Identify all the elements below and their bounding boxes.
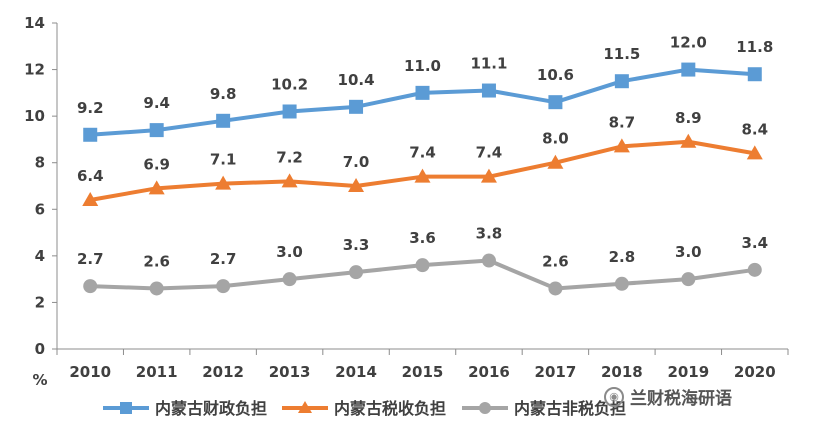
- data-label: 3.0: [276, 243, 303, 261]
- data-point: [148, 180, 165, 195]
- legend-label: 内蒙古非税负担: [514, 399, 626, 418]
- data-label: 7.4: [409, 144, 436, 162]
- data-label: 2.6: [143, 252, 170, 270]
- data-label: 6.9: [143, 155, 170, 173]
- y-tick-label: 10: [24, 107, 45, 125]
- data-label: 6.4: [77, 167, 104, 185]
- data-point: [348, 178, 365, 192]
- watermark-text: 兰财税海研语: [630, 389, 732, 409]
- data-point: [216, 113, 231, 128]
- x-tick-label: 2018: [601, 363, 643, 381]
- data-label: 10.6: [537, 66, 574, 84]
- data-point: [149, 281, 164, 296]
- y-tick-label: 14: [24, 14, 45, 32]
- data-point: [83, 279, 98, 294]
- y-tick-label: 12: [24, 61, 45, 79]
- data-label: 8.9: [675, 109, 702, 127]
- legend-marker: [120, 402, 132, 414]
- legend-marker: [298, 401, 312, 413]
- legend-label: 内蒙古税收负担: [334, 399, 446, 418]
- data-label: 3.0: [675, 243, 702, 261]
- data-label: 9.8: [210, 85, 237, 103]
- data-point: [415, 85, 430, 100]
- series-line: [90, 67, 755, 137]
- data-point: [680, 133, 697, 148]
- data-point: [282, 272, 297, 287]
- x-tick-label: 2012: [202, 363, 244, 381]
- data-point: [349, 99, 364, 114]
- data-point: [548, 95, 563, 110]
- data-point: [282, 104, 297, 119]
- data-point: [149, 123, 164, 138]
- data-point: [481, 253, 496, 268]
- y-tick-label: 8: [35, 154, 45, 172]
- legend-label: 内蒙古财政负担: [155, 399, 267, 418]
- data-point: [481, 83, 496, 98]
- data-point: [746, 145, 763, 160]
- data-point: [281, 173, 298, 188]
- data-label: 9.2: [77, 99, 104, 117]
- data-point: [216, 279, 231, 294]
- data-point: [681, 62, 696, 77]
- data-point: [614, 276, 629, 291]
- y-unit-label: %: [32, 371, 47, 389]
- data-point: [215, 175, 232, 190]
- data-point: [614, 74, 629, 89]
- watermark: ◉ 兰财税海研语: [604, 384, 732, 409]
- data-point: [349, 265, 364, 280]
- data-point: [681, 272, 696, 287]
- wechat-icon: ◉: [604, 386, 624, 407]
- data-label: 2.7: [210, 250, 237, 268]
- data-label: 11.0: [404, 57, 441, 75]
- x-tick-label: 2017: [535, 363, 577, 381]
- x-tick-label: 2013: [269, 363, 311, 381]
- data-label: 7.4: [476, 144, 503, 162]
- data-label: 3.4: [741, 234, 768, 252]
- x-tick-label: 2015: [402, 363, 444, 381]
- data-point: [414, 168, 431, 183]
- x-tick-label: 2011: [136, 363, 178, 381]
- data-label: 8.0: [542, 130, 569, 148]
- data-label: 7.0: [343, 153, 370, 171]
- x-tick-label: 2010: [69, 363, 111, 381]
- x-tick-label: 2020: [734, 363, 776, 381]
- data-point: [547, 154, 564, 169]
- x-tick-label: 2019: [667, 363, 709, 381]
- y-tick-label: 0: [35, 340, 45, 358]
- data-label: 8.7: [609, 113, 636, 131]
- data-label: 11.1: [470, 55, 507, 73]
- data-label: 11.5: [603, 45, 640, 63]
- data-label: 2.7: [77, 250, 104, 268]
- x-tick-label: 2016: [468, 363, 510, 381]
- data-label: 3.6: [409, 229, 436, 247]
- data-label: 9.4: [143, 94, 170, 112]
- data-label: 7.1: [210, 151, 237, 169]
- legend-marker: [479, 402, 491, 414]
- data-label: 10.2: [271, 75, 308, 93]
- y-tick-label: 4: [35, 247, 45, 265]
- data-point: [548, 281, 563, 296]
- y-tick-label: 6: [35, 200, 45, 218]
- data-point: [747, 67, 762, 82]
- data-label: 10.4: [338, 71, 375, 89]
- data-point: [415, 258, 430, 273]
- data-point: [82, 191, 99, 206]
- data-point: [83, 127, 98, 142]
- data-label: 2.6: [542, 252, 569, 270]
- data-label: 3.3: [343, 236, 370, 254]
- x-tick-label: 2014: [335, 363, 377, 381]
- data-label: 2.8: [609, 248, 636, 266]
- data-label: 7.2: [276, 148, 303, 166]
- data-point: [747, 262, 762, 277]
- data-point: [480, 168, 497, 183]
- data-label: 11.8: [736, 38, 773, 56]
- data-label: 8.4: [741, 120, 768, 138]
- data-label: 3.8: [476, 225, 503, 243]
- y-tick-label: 2: [35, 293, 45, 311]
- data-label: 12.0: [670, 34, 707, 52]
- data-point: [613, 138, 630, 153]
